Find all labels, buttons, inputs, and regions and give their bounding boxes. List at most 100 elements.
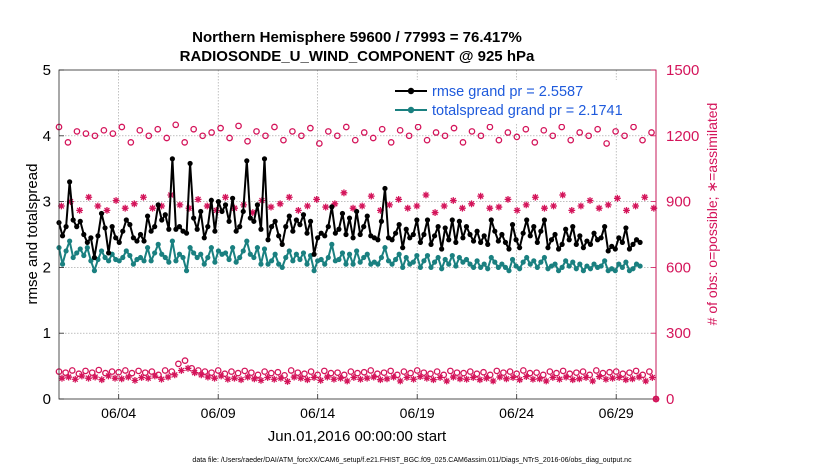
y-right-tick-label: 300 (666, 325, 691, 342)
obs-assimilated-point (468, 200, 475, 208)
obs-possible-point (405, 132, 413, 140)
rmse-point (637, 239, 643, 245)
obs-possible-point (369, 134, 377, 142)
obs-assimilated-low-point (177, 367, 185, 374)
rmse-point (339, 210, 346, 217)
obs-possible-low-point (175, 360, 182, 368)
totalspread-point (467, 261, 473, 267)
obs-assimilated-low-point (556, 375, 563, 383)
obs-possible-point (477, 132, 485, 140)
totalspread-point (630, 266, 636, 272)
totalspread-point (106, 258, 112, 264)
obs-assimilated-point (422, 191, 430, 199)
totalspread-point (598, 263, 604, 269)
totalspread-point (325, 254, 331, 261)
obs-possible-low-point (128, 369, 136, 377)
rmse-point (591, 230, 597, 236)
obs-layer (55, 121, 660, 403)
totalspread-point (382, 245, 388, 251)
totalspread-point (318, 256, 324, 263)
rmse-point (137, 231, 144, 238)
y-right-tick-label: 0 (666, 391, 674, 408)
totalspread-point (123, 248, 129, 254)
obs-assimilated-low-point (330, 375, 338, 383)
rmse-point (279, 241, 285, 247)
totalspread-point (393, 256, 399, 263)
obs-assimilated-point (641, 193, 649, 201)
rmse-point (414, 217, 420, 223)
totalspread-point (541, 254, 548, 261)
obs-assimilated-low-point (131, 376, 139, 384)
totalspread-point (144, 245, 151, 251)
rmse-point (559, 241, 565, 247)
obs-assimilated-low-point (476, 376, 484, 384)
rmse-point (74, 224, 80, 230)
rmse-point (198, 208, 204, 215)
rmse-point (293, 217, 299, 223)
obs-possible-low-point (347, 368, 355, 375)
obs-possible-point (630, 123, 637, 131)
rmse-point (212, 228, 218, 234)
rmse-point (329, 204, 335, 210)
obs-possible-low-point (526, 369, 534, 377)
obs-possible-point (64, 139, 72, 146)
totalspread-point (159, 251, 165, 257)
obs-possible-low-point (592, 367, 600, 374)
obs-possible-low-point (466, 368, 474, 375)
obs-assimilated-low-point (124, 373, 132, 381)
obs-assimilated-low-point (615, 374, 623, 381)
totalspread-point (215, 248, 222, 254)
obs-assimilated-low-point (65, 373, 73, 381)
rmse-point (311, 251, 317, 257)
obs-possible-point (594, 125, 601, 133)
obs-possible-low-point (68, 367, 76, 374)
obs-assimilated-low-point (71, 375, 79, 383)
totalspread-point (502, 264, 509, 270)
obs-assimilated-point (212, 206, 220, 214)
obs-possible-point (73, 128, 81, 135)
obs-assimilated-low-point (184, 364, 192, 372)
totalspread-point (350, 261, 356, 267)
obs-possible-low-point (108, 368, 116, 375)
totalspread-point (389, 261, 395, 267)
totalspread-point (84, 245, 90, 251)
rmse-point (633, 237, 640, 243)
rmse-point (155, 202, 161, 208)
obs-assimilated-low-point (449, 373, 457, 381)
obs-assimilated-point (94, 202, 102, 210)
totalspread-point (524, 254, 530, 261)
obs-assimilated-low-point (463, 375, 471, 383)
totalspread-point (102, 254, 108, 261)
obs-assimilated-point (568, 206, 576, 214)
rmse-point (226, 218, 232, 224)
totalspread-point (559, 264, 565, 270)
obs-possible-low-point (420, 369, 428, 377)
rmse-point (605, 248, 611, 254)
obs-assimilated-point (203, 202, 211, 210)
rmse-point (261, 156, 268, 162)
rmse-point (336, 226, 342, 232)
rmse-point (208, 197, 214, 203)
obs-possible-low-point (407, 369, 414, 377)
obs-assimilated-point (440, 202, 448, 210)
totalspread-point (141, 258, 147, 264)
obs-possible-low-point (427, 370, 434, 378)
rmse-point (467, 231, 473, 238)
obs-possible-low-point (88, 369, 96, 377)
rmse-point (77, 218, 83, 224)
obs-possible-low-point (493, 367, 501, 375)
rmse-point (520, 230, 526, 236)
totalspread-point (414, 252, 420, 259)
rmse-point (449, 217, 455, 223)
obs-assimilated-low-point (244, 373, 252, 381)
rmse-point (130, 235, 137, 241)
totalspread-point (385, 258, 392, 264)
obs-assimilated-low-point (648, 374, 656, 381)
obs-assimilated-low-point (609, 374, 616, 382)
obs-assimilated-low-point (350, 374, 358, 381)
obs-possible-point (100, 126, 108, 134)
totalspread-point (130, 261, 137, 267)
obs-assimilated-low-point (582, 374, 590, 381)
totalspread-point (244, 238, 250, 244)
rmse-point (325, 224, 331, 230)
